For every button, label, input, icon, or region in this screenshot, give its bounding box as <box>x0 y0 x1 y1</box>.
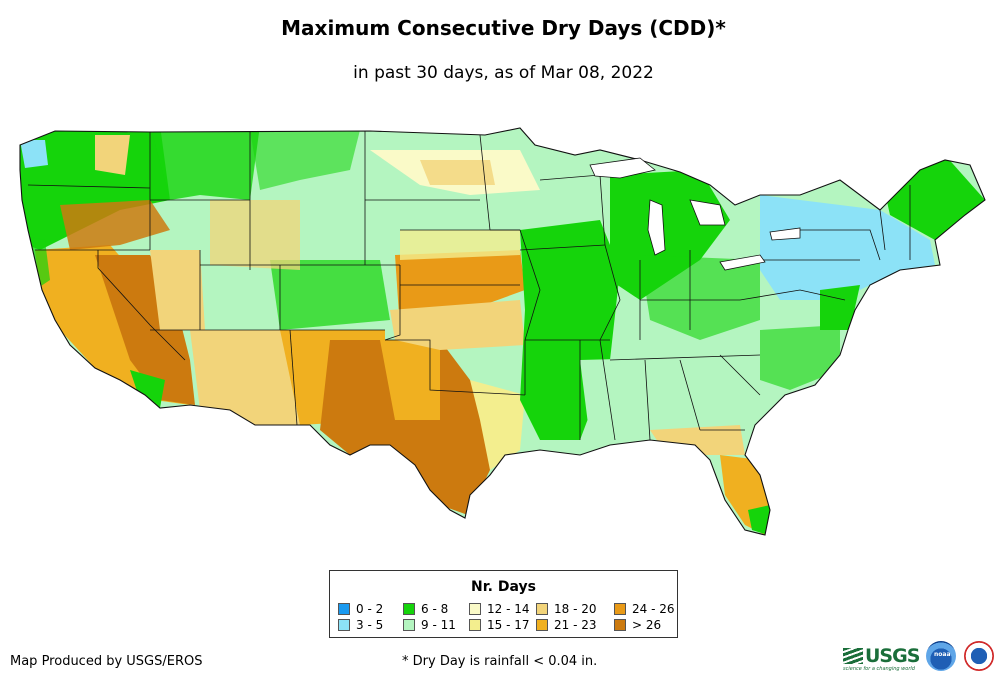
us-dry-days-map <box>19 127 986 536</box>
region-northern-plains-green <box>250 130 360 190</box>
region-arizona-18-20 <box>190 330 300 425</box>
region-colorado-green <box>270 260 390 330</box>
usgs-wave-icon <box>843 648 863 664</box>
legend-swatch <box>536 603 548 615</box>
legend-swatch <box>403 619 415 631</box>
region-mid-atlantic-green <box>820 285 860 330</box>
legend-title: Nr. Days <box>471 579 536 595</box>
region-texas-east-15-17 <box>470 380 525 470</box>
legend-label: 12 - 14 <box>487 602 530 616</box>
region-dakota-tan <box>420 160 495 185</box>
region-oklahoma-18-20 <box>390 300 525 350</box>
map-subtitle: in past 30 days, as of Mar 08, 2022 <box>353 63 654 83</box>
region-idaho-tan <box>95 135 130 175</box>
region-carolina-green <box>760 325 840 390</box>
region-nebraska-yellow <box>400 230 520 260</box>
region-northeast-3-5 <box>760 195 935 300</box>
region-florida-gulf-18-20 <box>650 425 745 455</box>
legend-label: 9 - 11 <box>421 618 456 632</box>
legend-item: 3 - 5 <box>338 618 383 632</box>
legend-label: > 26 <box>632 618 662 632</box>
legend-label: 0 - 2 <box>356 602 384 616</box>
legend-label: 3 - 5 <box>356 618 384 632</box>
legend-swatch <box>536 619 548 631</box>
region-washington-coast-3-5 <box>20 140 48 168</box>
region-ohio-valley-green <box>640 255 760 340</box>
legend-swatch <box>403 603 415 615</box>
legend-swatch <box>469 619 481 631</box>
legend-item: 18 - 20 <box>536 602 597 616</box>
legend-swatch <box>469 603 481 615</box>
region-utah-tan <box>150 250 205 330</box>
agency-logos: USGS science for a changing world noaa <box>843 637 1003 681</box>
footnote-text: * Dry Day is rainfall < 0.04 in. <box>402 654 598 669</box>
state-boundaries <box>19 127 986 536</box>
legend-item: 15 - 17 <box>469 618 530 632</box>
nws-logo-icon <box>964 641 994 671</box>
usgs-tagline: science for a changing world <box>843 666 915 672</box>
usgs-logo: USGS <box>843 645 920 667</box>
legend-label: 15 - 17 <box>487 618 530 632</box>
region-northwest-6-8 <box>20 128 170 250</box>
legend-item: > 26 <box>614 618 661 632</box>
legend-label: 21 - 23 <box>554 618 597 632</box>
legend-label: 6 - 8 <box>421 602 449 616</box>
map-title: Maximum Consecutive Dry Days (CDD)* <box>281 16 726 40</box>
region-socal-green <box>130 370 165 408</box>
legend-item: 6 - 8 <box>403 602 448 616</box>
great-lakes <box>589 157 801 271</box>
noaa-logo-text: noaa <box>934 651 951 658</box>
legend-swatch <box>338 619 350 631</box>
region-texas-gt-26 <box>320 340 500 515</box>
legend-swatch <box>614 603 626 615</box>
legend-item: 0 - 2 <box>338 602 383 616</box>
region-florida-south-green <box>748 505 770 535</box>
region-southeast-9-11 <box>580 355 760 440</box>
credit-text: Map Produced by USGS/EROS <box>10 654 203 669</box>
legend-item: 21 - 23 <box>536 618 597 632</box>
legend: Nr. Days 0 - 2 3 - 5 6 - 8 9 - 11 12 - 14 15 … <box>329 570 678 638</box>
legend-item: 12 - 14 <box>469 602 530 616</box>
region-oregon-gt-26 <box>60 200 170 250</box>
region-texas-west-21-23 <box>380 340 440 420</box>
noaa-logo-icon <box>926 641 956 671</box>
legend-swatch <box>614 619 626 631</box>
legend-label: 18 - 20 <box>554 602 597 616</box>
legend-label: 24 - 26 <box>632 602 675 616</box>
region-northern-rockies-6-8 <box>150 128 260 200</box>
legend-item: 24 - 26 <box>614 602 675 616</box>
region-wyoming-tan <box>210 200 300 270</box>
legend-swatch <box>338 603 350 615</box>
legend-item: 9 - 11 <box>403 618 456 632</box>
